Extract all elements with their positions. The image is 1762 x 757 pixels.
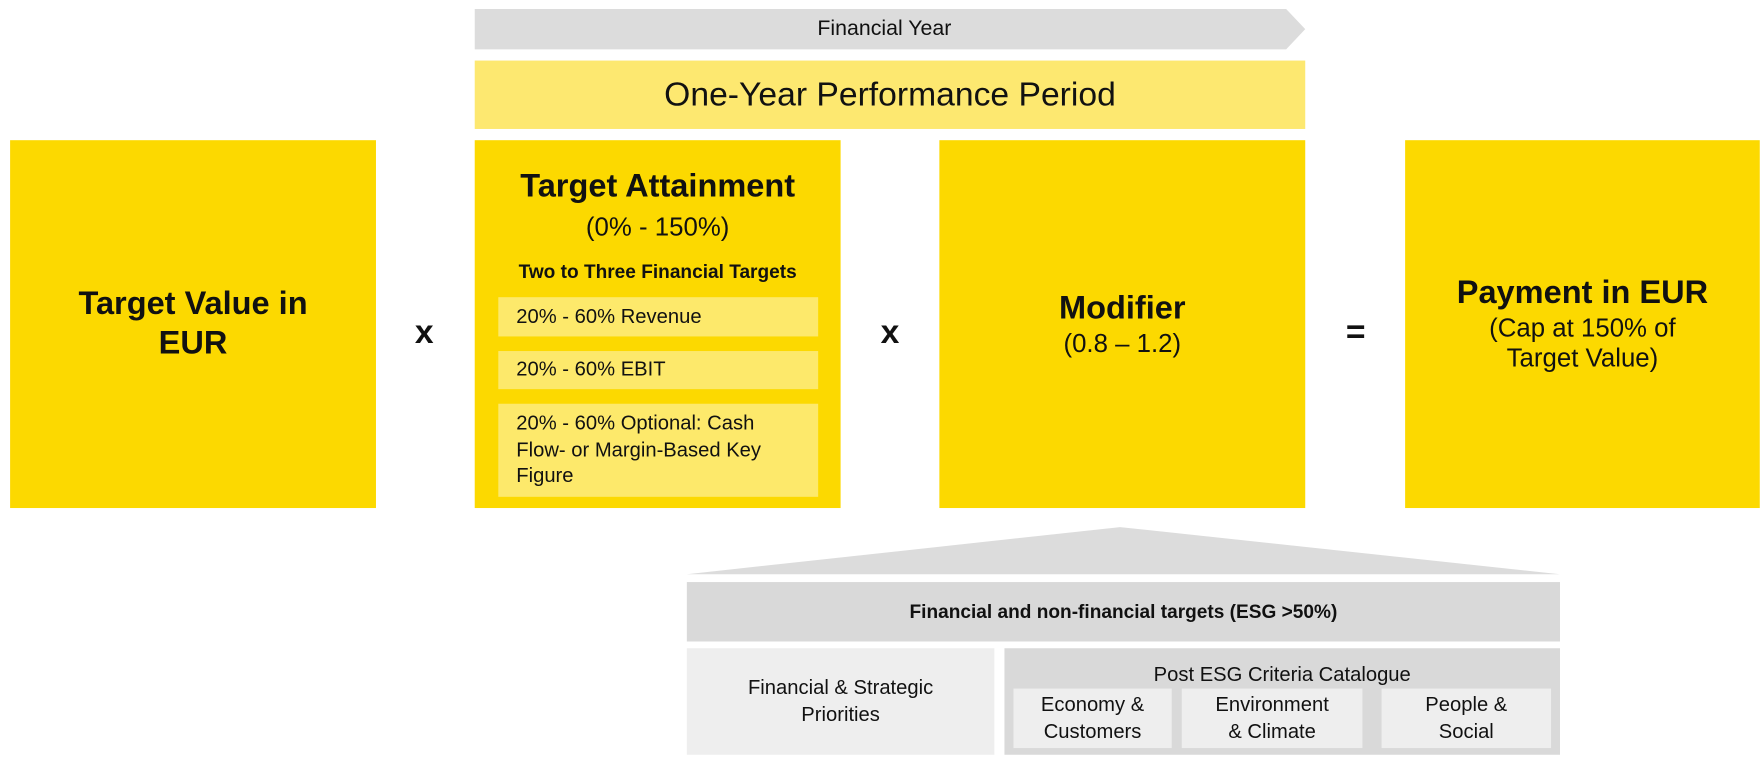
target-attainment-subtitle: Two to Three Financial Targets — [518, 261, 797, 283]
modifier-expansion — [686, 527, 1560, 575]
target-item: 20% - 60% Optional: Cash Flow- or Margin… — [498, 403, 819, 497]
modifier-title: Modifier — [1059, 290, 1186, 327]
modifier-range: (0.8 – 1.2) — [1063, 328, 1182, 358]
operator: x — [414, 314, 434, 352]
operator: x — [880, 314, 900, 352]
target-attainment: Target Attainment (0% - 150%) Two to Thr… — [474, 140, 841, 509]
catalogue-item: People & Social — [1381, 688, 1552, 749]
esg-catalogue: Post ESG Criteria Catalogue Economy & Cu… — [1004, 648, 1560, 755]
modifier: Modifier (0.8 – 1.2) — [939, 140, 1306, 509]
target-attainment-range: (0% - 150%) — [585, 211, 730, 242]
catalogue-title: Post ESG Criteria Catalogue — [1153, 662, 1411, 686]
target-value: Target Value in EUR — [10, 140, 376, 509]
payment-title: Payment in EUR — [1456, 274, 1709, 311]
financial-priorities: Financial & Strategic Priorities — [686, 648, 995, 755]
operator: = — [1345, 314, 1366, 352]
target-attainment-title: Target Attainment — [520, 168, 796, 205]
esg-header: Financial and non-financial targets (ESG… — [686, 582, 1560, 642]
catalogue-item: Economy & Customers — [1013, 688, 1172, 749]
target-item: 20% - 60% Revenue — [498, 297, 819, 337]
financial-year: Financial Year — [817, 16, 952, 41]
payment: Payment in EUR (Cap at 150% of Target Va… — [1405, 140, 1760, 509]
payment-note: (Cap at 150% of Target Value) — [1489, 312, 1676, 373]
target-item: 20% - 60% EBIT — [498, 351, 819, 390]
performance-period: One-Year Performance Period — [474, 60, 1306, 129]
catalogue-item: Environment & Climate — [1181, 688, 1363, 749]
financial-year-arrow — [474, 8, 1306, 50]
